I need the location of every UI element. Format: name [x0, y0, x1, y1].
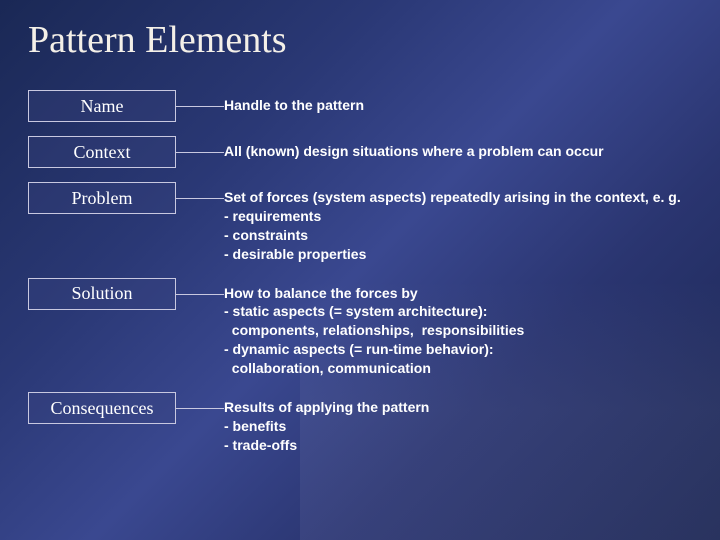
row-name: Name Handle to the pattern	[28, 90, 692, 122]
desc-consequences: Results of applying the pattern- benefit…	[224, 392, 429, 455]
label-problem: Problem	[28, 182, 176, 214]
label-name: Name	[28, 90, 176, 122]
connector	[176, 294, 224, 295]
connector	[176, 408, 224, 409]
desc-context: All (known) design situations where a pr…	[224, 136, 604, 161]
row-solution: Solution How to balance the forces by- s…	[28, 278, 692, 378]
label-solution: Solution	[28, 278, 176, 310]
slide-title: Pattern Elements	[28, 18, 692, 62]
desc-name: Handle to the pattern	[224, 90, 364, 115]
row-consequences: Consequences Results of applying the pat…	[28, 392, 692, 455]
row-problem: Problem Set of forces (system aspects) r…	[28, 182, 692, 264]
desc-solution: How to balance the forces by- static asp…	[224, 278, 524, 378]
label-context: Context	[28, 136, 176, 168]
connector	[176, 198, 224, 199]
desc-problem: Set of forces (system aspects) repeatedl…	[224, 182, 681, 264]
row-context: Context All (known) design situations wh…	[28, 136, 692, 168]
label-consequences: Consequences	[28, 392, 176, 424]
connector	[176, 152, 224, 153]
connector	[176, 106, 224, 107]
slide-container: Pattern Elements Name Handle to the patt…	[0, 0, 720, 487]
